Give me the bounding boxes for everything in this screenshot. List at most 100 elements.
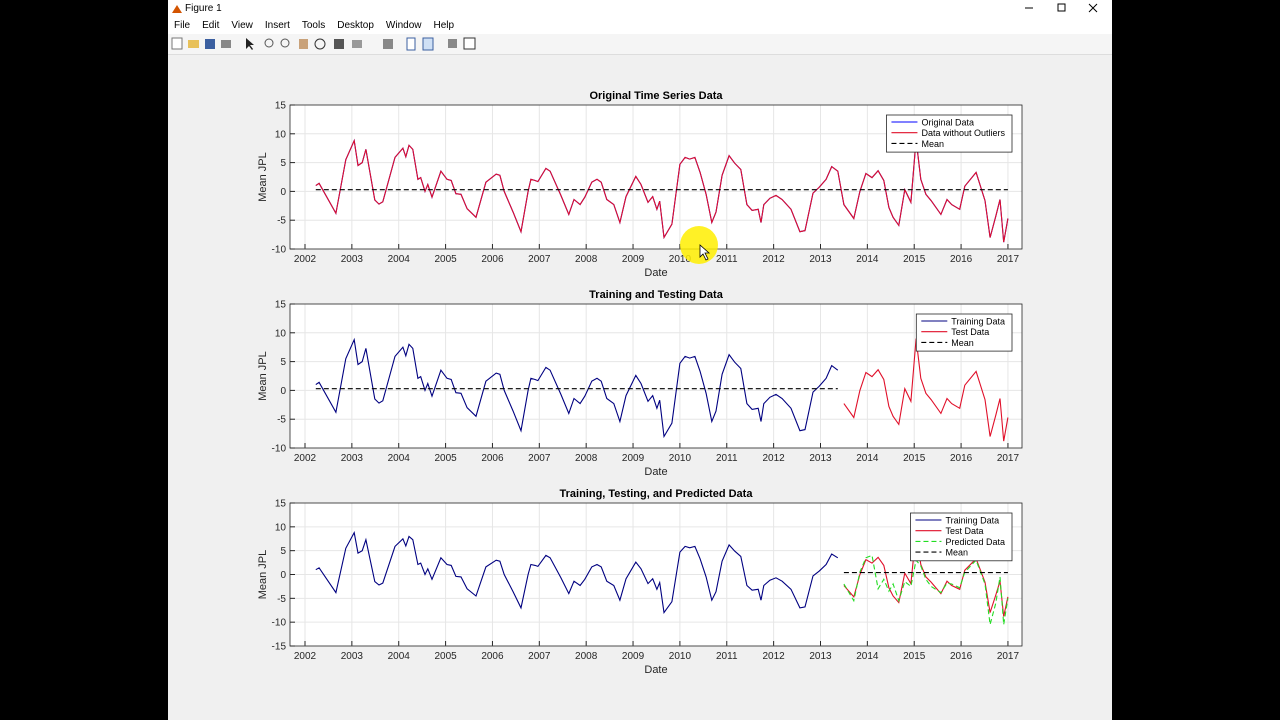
legend-label: Mean [921,139,944,149]
x-tick-label: 2005 [434,651,457,662]
y-tick-label: 5 [280,357,286,368]
menu-item[interactable]: Tools [301,20,326,31]
y-tick-label: 10 [275,129,287,140]
x-tick-label: 2013 [809,651,832,662]
window-controls [1025,3,1098,13]
x-tick-label: 2017 [997,651,1020,662]
legend-label: Test Data [951,327,989,337]
x-tick-label: 2010 [669,651,692,662]
y-tick-label: -5 [277,216,286,227]
x-tick-label: 2006 [481,453,504,464]
x-tick-label: 2009 [622,453,645,464]
x-tick-label: 2006 [481,651,504,662]
y-tick-label: -5 [277,415,286,426]
y-tick-label: 10 [275,328,287,339]
x-tick-label: 2007 [528,453,551,464]
y-tick-label: 0 [280,570,286,581]
y-tick-label: 0 [280,187,286,198]
chart-title: Training and Testing Data [589,289,724,301]
title-bar: Figure 1 [168,0,1112,17]
y-tick-label: -5 [277,594,286,605]
series-line [843,338,1009,442]
x-tick-label: 2008 [575,651,598,662]
x-tick-label: 2015 [903,651,926,662]
legend-label: Test Data [945,526,983,536]
toolbar [168,34,1112,55]
series-line [315,530,839,615]
legend-label: Mean [945,548,968,558]
menu-item[interactable]: Window [385,20,422,31]
figure-window: Figure 1 File Edit View Insert Tools Desktop W… [168,0,1112,720]
series-line [843,554,1009,625]
x-tick-label: 2008 [575,453,598,464]
y-tick-label: -15 [272,642,287,653]
chart: 2002 2003 2004 2005 2006 2007 2008 2009 2010 2011… [257,90,1023,279]
tool-buttons[interactable] [171,37,476,51]
y-tick-label: 10 [275,522,287,533]
plot-area [290,304,1022,448]
y-tick-label: -10 [272,618,287,629]
legend-label: Predicted Data [945,537,1005,547]
x-tick-label: 2004 [388,254,411,265]
x-tick-label: 2017 [997,453,1020,464]
x-tick-label: 2002 [294,651,317,662]
menu-item[interactable]: Help [433,20,455,31]
y-axis-label: Mean JPL [257,152,269,202]
y-tick-label: 5 [280,158,286,169]
x-tick-label: 2014 [856,453,879,464]
menu-item[interactable]: Desktop [337,20,374,31]
x-tick-label: 2007 [528,651,551,662]
chart-title: Original Time Series Data [589,90,723,102]
menu-item[interactable]: Insert [264,20,290,31]
x-axis-label: Date [644,466,667,478]
legend-box [910,512,1013,562]
chart-title: Training, Testing, and Predicted Data [560,488,754,500]
x-tick-label: 2015 [903,453,926,464]
x-tick-label: 2013 [809,254,832,265]
y-tick-label: 0 [280,386,286,397]
menu-item[interactable]: File [174,20,191,31]
x-tick-label: 2010 [669,453,692,464]
menu-item[interactable]: View [231,20,253,31]
x-tick-label: 2015 [903,254,926,265]
legend-label: Original Data [921,118,974,128]
legend-label: Data without Outliers [921,128,1005,138]
x-tick-label: 2013 [809,453,832,464]
x-axis-label: Date [644,664,667,676]
menu-item[interactable]: Edit [202,20,220,31]
x-tick-label: 2017 [997,254,1020,265]
x-tick-label: 2003 [341,651,364,662]
x-tick-label: 2012 [763,254,786,265]
series-line [315,337,839,439]
y-axis-label: Mean JPL [257,550,269,600]
y-tick-label: 15 [275,300,287,311]
x-tick-label: 2009 [622,254,645,265]
y-tick-label: -10 [272,245,287,256]
x-tick-label: 2011 [716,453,738,464]
x-tick-label: 2004 [388,651,411,662]
x-tick-label: 2006 [481,254,504,265]
cursor-highlight [680,226,718,264]
legend-box [886,114,1013,153]
y-tick-label: -10 [272,444,287,455]
axes-box [289,502,1023,647]
legend-box [915,313,1013,352]
x-tick-label: 2008 [575,254,598,265]
x-tick-label: 2005 [434,453,457,464]
x-tick-label: 2003 [341,453,364,464]
x-tick-label: 2003 [341,254,364,265]
x-tick-label: 2011 [716,254,738,265]
chart: 2002 2003 2004 2005 2006 2007 2008 2009 2010 2011… [257,289,1023,478]
axes-box [289,104,1023,250]
maximize[interactable] [1057,3,1066,12]
cursor [699,244,711,261]
x-tick-label: 2011 [716,651,738,662]
legend-label: Training Data [951,317,1005,327]
series-line [843,531,1009,617]
axes-box [289,303,1023,449]
toolbar-icons [171,37,476,51]
close[interactable] [1088,3,1098,13]
